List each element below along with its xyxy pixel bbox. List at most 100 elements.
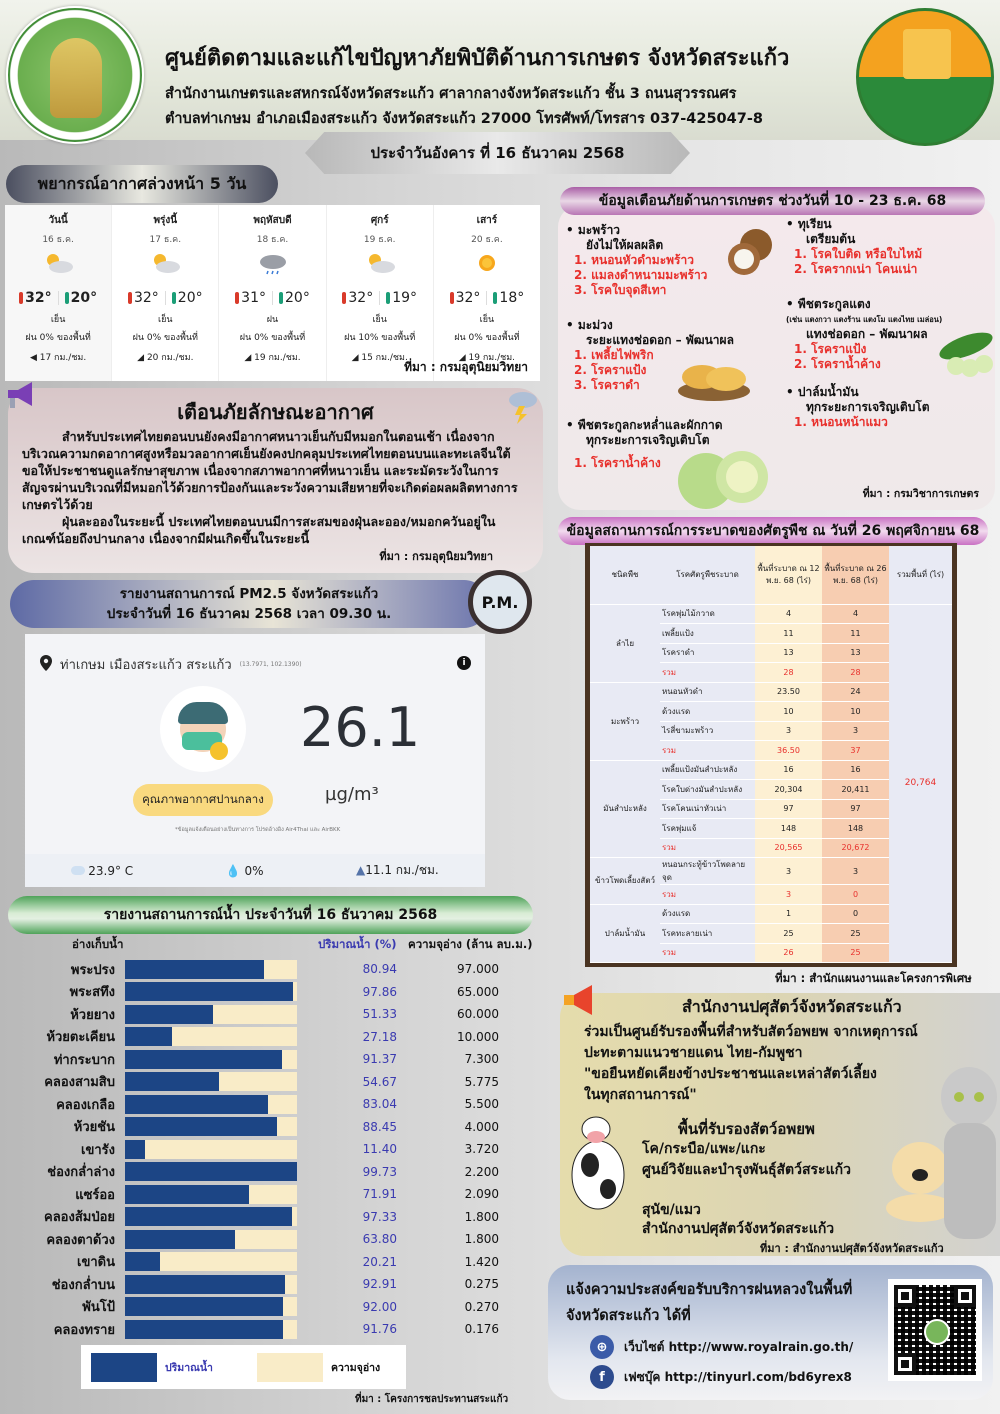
pest-report-title: ข้อมูลสถานการณ์การระบาดของศัตรูพืช ณ วัน…	[558, 517, 988, 545]
area-12nov: 148	[755, 818, 822, 839]
rain-chance: ฝน 0% ของพื้นที่	[454, 333, 520, 343]
crop-mango: • มะม่วง ระยะแทงช่อดอก – พัฒนาผล 1. เพลี…	[566, 318, 734, 392]
capacity-value: 1.800	[464, 1232, 499, 1247]
pest-name: โรคใบด่างมันสำปะหลัง	[660, 779, 755, 800]
rain-chance: ฝน 0% ของพื้นที่	[239, 333, 306, 343]
capacity-value: 2.200	[464, 1164, 499, 1179]
thermometer-cold-icon	[64, 292, 69, 304]
pest-name: รวม	[660, 943, 755, 963]
website-link[interactable]: ⊕ เว็บไซต์ http://www.royalrain.go.th/	[590, 1335, 853, 1359]
capacity-bar	[125, 1252, 297, 1272]
volume-percent: 71.91	[362, 1187, 397, 1202]
reservoir-name: คลองตาด้วง	[46, 1232, 115, 1248]
rain-chance: ฝน 10% ของพื้นที่	[344, 333, 416, 343]
reservoir-row: ห้วยยาง 51.33 60.000	[0, 1003, 545, 1026]
reservoir-row: เขารัง 11.40 3.720	[0, 1138, 545, 1161]
pest-name: รวม	[660, 740, 755, 761]
condition: เย็น	[479, 315, 495, 325]
air-quality-badge: คุณภาพอากาศปานกลาง	[133, 784, 273, 816]
thermometer-hot-icon	[235, 292, 240, 304]
thermometer-cold-icon	[386, 292, 391, 304]
day-date: 17 ธ.ค.	[149, 235, 182, 245]
pest-name: โรคราดำ	[660, 643, 755, 663]
capacity-bar	[125, 1319, 297, 1339]
wind-speed: ◢ 19 กม./ชม.	[458, 353, 516, 363]
legend-volume-swatch	[91, 1352, 157, 1382]
capacity-bar	[125, 1229, 297, 1249]
forecast-panel: วันนี้ 16 ธ.ค. 32° 20° เย็น ฝน 0% ของพื้น…	[5, 205, 540, 381]
capacity-value: 5.775	[464, 1074, 499, 1089]
capacity-bar	[125, 1049, 297, 1069]
rain-chance: ฝน 0% ของพื้นที่	[132, 333, 198, 343]
thermometer-cold-icon	[171, 292, 176, 304]
pm25-unit: µg/m³	[325, 784, 379, 805]
facebook-link[interactable]: f เฟซบุ๊ค http://tinyurl.com/bd6yrex8	[590, 1365, 852, 1389]
reservoir-row: พระสทึง 97.86 65.000	[0, 981, 545, 1004]
table-row: รวม 26 25	[590, 943, 952, 963]
crop-name: มะพร้าว	[590, 682, 660, 761]
pest-name: โรคโคนเน่าหัวเน่า	[660, 799, 755, 819]
legend-capacity-label: ความจุอ่าง	[330, 1361, 381, 1374]
area-26nov: 13	[822, 643, 889, 663]
th-area-26nov: พื้นที่ระบาด ณ 26 พ.ย. 68 (ไร่)	[822, 546, 889, 605]
capacity-value: 4.000	[464, 1119, 499, 1134]
condition: เย็น	[158, 315, 173, 325]
crop-coconut: • มะพร้าว ยังไม่ให้ผลผลิต 1. หนอนหัวดำมะ…	[566, 223, 708, 297]
area-12nov: 97	[755, 799, 822, 819]
pm25-conditions: 23.9° C 💧 0% ▲11.1 กม./ชม.	[25, 854, 485, 887]
crop-cabbage: • พืชตระกูลกะหล่ำและผักกาด ทุกระยะการเจร…	[566, 418, 723, 470]
shelter-title: พื้นที่รับรองสัตว์อพยพ	[678, 1120, 815, 1138]
dust-warning-text: ฝุ่นละอองในระยะนี้ ประเทศไทยตอนบนมีการสะ…	[22, 514, 496, 546]
pest-source: ที่มา : สำนักแผนงานและโครงการพิเศษ	[775, 971, 972, 985]
reservoir-name: ช่องกล่ำบน	[51, 1277, 115, 1293]
shelter2-animals: สุนัข/แมว	[642, 1202, 701, 1218]
volume-percent: 27.18	[362, 1029, 397, 1044]
cat-image	[938, 1063, 1000, 1247]
reservoir-name: เขาดิน	[77, 1255, 115, 1271]
crop-name: ปาล์มน้ำมัน	[590, 904, 660, 963]
header-banner	[0, 0, 1000, 140]
partly-cloudy-icon	[42, 252, 74, 274]
agri-warning-source: ที่มา : กรมวิชาการเกษตร	[862, 488, 979, 500]
condition: ฝน	[266, 315, 279, 325]
volume-percent: 51.33	[362, 1007, 397, 1022]
wind-speed: ◀ 17 กม./ชม.	[29, 353, 87, 363]
reservoir-name: แซร์ออ	[75, 1187, 115, 1203]
day-date: 19 ธ.ค.	[363, 235, 396, 245]
area-12nov: 4	[755, 604, 822, 624]
volume-percent: 11.40	[362, 1142, 397, 1157]
qr-code[interactable]	[888, 1279, 982, 1381]
table-row: รวม 3 0	[590, 884, 952, 905]
crop-cucurbit: • พืชตระกูลแตง (เช่น แตงกวา แตงร้าน แตงโ…	[786, 297, 943, 371]
thermometer-hot-icon	[342, 292, 347, 304]
table-row: โรคพุ่มแจ้ 148 148	[590, 818, 952, 839]
area-26nov: 148	[822, 818, 889, 839]
office-address-line2: ตำบลท่าเกษม อำเภอเมืองสระแก้ว จังหวัดสระ…	[165, 111, 763, 127]
reservoir-row: ช่องกล่ำบน 92.91 0.275	[0, 1273, 545, 1296]
temp-high: 32°	[19, 290, 52, 306]
office-address-line1: สำนักงานเกษตรและสหกรณ์จังหวัดสระแก้ว ศาล…	[165, 86, 737, 102]
livestock-text: ร่วมเป็นศูนย์รับรองพื้นที่สำหรับสัตว์อพย…	[584, 1024, 918, 1040]
livestock-title: สำนักงานปศุสัตว์จังหวัดสระแก้ว	[682, 997, 902, 1016]
reservoir-row: พระปรง 80.94 97.000	[0, 958, 545, 981]
table-row: มันสำปะหลัง เพลี้ยแป้งมันสำปะหลัง 16 16	[590, 760, 952, 858]
total-area: 20,764	[889, 604, 952, 963]
water-report-title: รายงานสถานการณ์น้ำ ประจำวันที่ 16 ธันวาค…	[8, 896, 533, 934]
forecast-day: พฤหัสบดี 18 ธ.ค. 31° 20° ฝน ฝน 0% ของพื้น…	[219, 205, 327, 381]
capacity-value: 7.300	[464, 1052, 499, 1067]
cucumber-image	[936, 330, 996, 384]
reservoir-row: คลองทราย 91.76 0.176	[0, 1318, 545, 1341]
info-icon[interactable]: i	[457, 656, 471, 670]
reservoir-name: คลองสามสิบ	[44, 1075, 115, 1091]
sun-icon	[471, 252, 503, 274]
capacity-value: 5.500	[464, 1097, 499, 1112]
megaphone-icon	[4, 380, 40, 410]
reservoir-name: พระปรง	[70, 962, 115, 978]
area-12nov: 10	[755, 701, 822, 722]
th-disease: โรคศัตรูพืชระบาด	[660, 546, 755, 605]
volume-bar	[125, 1319, 283, 1339]
capacity-value: 0.270	[464, 1299, 499, 1314]
area-26nov: 25	[822, 923, 889, 944]
forecast-title: พยากรณ์อากาศล่วงหน้า 5 วัน	[6, 165, 278, 203]
provincial-office-logo	[856, 8, 994, 146]
